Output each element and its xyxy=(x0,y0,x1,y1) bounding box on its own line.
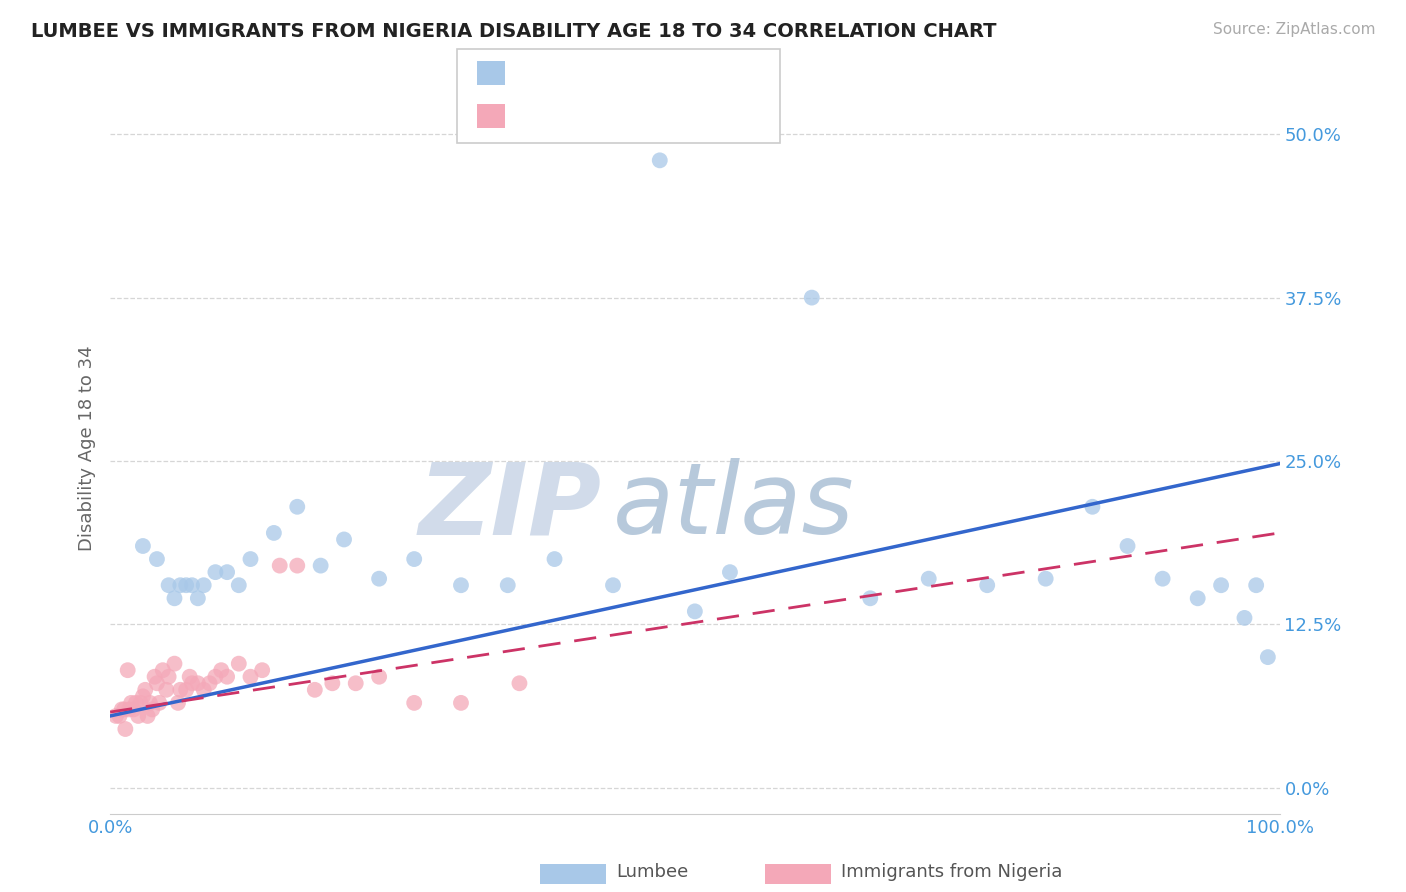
Point xyxy=(404,696,426,710)
Point xyxy=(169,682,191,697)
Point xyxy=(120,696,142,710)
Point xyxy=(143,670,166,684)
Point xyxy=(285,500,308,514)
Point xyxy=(198,676,221,690)
Point xyxy=(239,670,262,684)
Point xyxy=(1257,650,1279,665)
Point xyxy=(152,663,174,677)
Point xyxy=(193,578,215,592)
Point xyxy=(187,676,209,690)
Point xyxy=(174,682,197,697)
Point xyxy=(404,552,426,566)
Point xyxy=(718,565,741,579)
Text: atlas: atlas xyxy=(613,458,855,555)
Point xyxy=(146,676,169,690)
Point xyxy=(304,682,326,697)
Point xyxy=(239,552,262,566)
Text: ZIP: ZIP xyxy=(419,458,602,555)
Point xyxy=(683,604,706,618)
Point xyxy=(217,670,239,684)
Point xyxy=(112,702,135,716)
Point xyxy=(250,663,273,677)
Point xyxy=(321,676,343,690)
Point xyxy=(139,696,162,710)
Point xyxy=(1081,500,1104,514)
Point xyxy=(1187,591,1209,606)
Point xyxy=(181,676,204,690)
Point xyxy=(125,696,148,710)
Point xyxy=(179,670,201,684)
Text: Source: ZipAtlas.com: Source: ZipAtlas.com xyxy=(1212,22,1375,37)
Point xyxy=(1152,572,1174,586)
Point xyxy=(344,676,367,690)
Point xyxy=(155,682,177,697)
Text: Lumbee: Lumbee xyxy=(616,863,688,881)
Point xyxy=(118,702,141,716)
Point xyxy=(976,578,998,592)
Point xyxy=(163,657,186,671)
Point xyxy=(263,525,285,540)
Point xyxy=(127,709,149,723)
Y-axis label: Disability Age 18 to 34: Disability Age 18 to 34 xyxy=(79,345,96,550)
Point xyxy=(1209,578,1232,592)
Point xyxy=(508,676,530,690)
Point xyxy=(132,690,155,704)
Point xyxy=(134,682,156,697)
Point xyxy=(859,591,882,606)
Text: R = 0.387   N = 39: R = 0.387 N = 39 xyxy=(517,65,688,83)
Point xyxy=(368,670,391,684)
Point xyxy=(602,578,624,592)
Point xyxy=(187,591,209,606)
Point xyxy=(648,153,671,168)
Point xyxy=(217,565,239,579)
Point xyxy=(1233,611,1256,625)
Point xyxy=(129,696,152,710)
Point xyxy=(1244,578,1267,592)
Point xyxy=(193,682,215,697)
Point xyxy=(228,578,250,592)
Point xyxy=(800,291,823,305)
Point xyxy=(169,578,191,592)
Point xyxy=(1116,539,1139,553)
Point xyxy=(163,591,186,606)
Point xyxy=(285,558,308,573)
Point xyxy=(111,702,134,716)
Point xyxy=(450,696,472,710)
Point xyxy=(117,663,139,677)
Point xyxy=(148,696,170,710)
Point xyxy=(496,578,519,592)
Point xyxy=(141,702,163,716)
Point xyxy=(105,709,128,723)
Point xyxy=(122,702,145,716)
Point xyxy=(181,578,204,592)
Point xyxy=(174,578,197,592)
Point xyxy=(543,552,565,566)
Point xyxy=(157,578,180,592)
Point xyxy=(228,657,250,671)
Point xyxy=(309,558,332,573)
Point xyxy=(132,539,155,553)
Text: Immigrants from Nigeria: Immigrants from Nigeria xyxy=(841,863,1062,881)
Point xyxy=(146,552,169,566)
Point xyxy=(333,533,356,547)
Point xyxy=(450,578,472,592)
Point xyxy=(157,670,180,684)
Point xyxy=(209,663,232,677)
Point xyxy=(136,709,159,723)
Point xyxy=(269,558,291,573)
Point xyxy=(918,572,941,586)
Point xyxy=(114,722,136,736)
Point xyxy=(1035,572,1057,586)
Text: LUMBEE VS IMMIGRANTS FROM NIGERIA DISABILITY AGE 18 TO 34 CORRELATION CHART: LUMBEE VS IMMIGRANTS FROM NIGERIA DISABI… xyxy=(31,22,997,41)
Point xyxy=(368,572,391,586)
Text: R = 0.140   N = 47: R = 0.140 N = 47 xyxy=(517,107,688,125)
Point xyxy=(204,565,226,579)
Point xyxy=(167,696,190,710)
Point xyxy=(204,670,226,684)
Point xyxy=(108,709,131,723)
